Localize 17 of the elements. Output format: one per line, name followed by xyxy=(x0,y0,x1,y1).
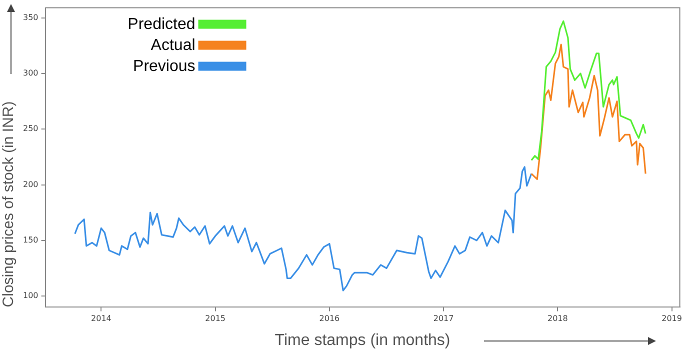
legend-label: Previous xyxy=(133,58,196,76)
x-axis-title: Time stamps (in months) xyxy=(274,332,450,349)
y-tick-label: 350 xyxy=(22,12,38,22)
x-tick-label: 2014 xyxy=(91,314,112,324)
y-tick-label: 100 xyxy=(22,291,38,300)
x-tick-label: 2018 xyxy=(547,314,568,324)
x-tick-label: 2017 xyxy=(433,314,454,324)
y-tick-label: 250 xyxy=(22,124,38,134)
legend-label: Actual xyxy=(150,37,196,54)
x-tick-label: 2015 xyxy=(205,314,226,324)
y-tick-label: 200 xyxy=(22,180,38,189)
legend-label: Predicted xyxy=(128,16,196,34)
x-tick-label: 2019 xyxy=(662,314,682,324)
y-tick-label: 150 xyxy=(22,235,38,244)
y-axis-title: Closing prices of stock (in INR) xyxy=(0,101,18,308)
y-tick-label: 300 xyxy=(22,68,38,78)
x-tick-label: 2016 xyxy=(319,314,340,324)
